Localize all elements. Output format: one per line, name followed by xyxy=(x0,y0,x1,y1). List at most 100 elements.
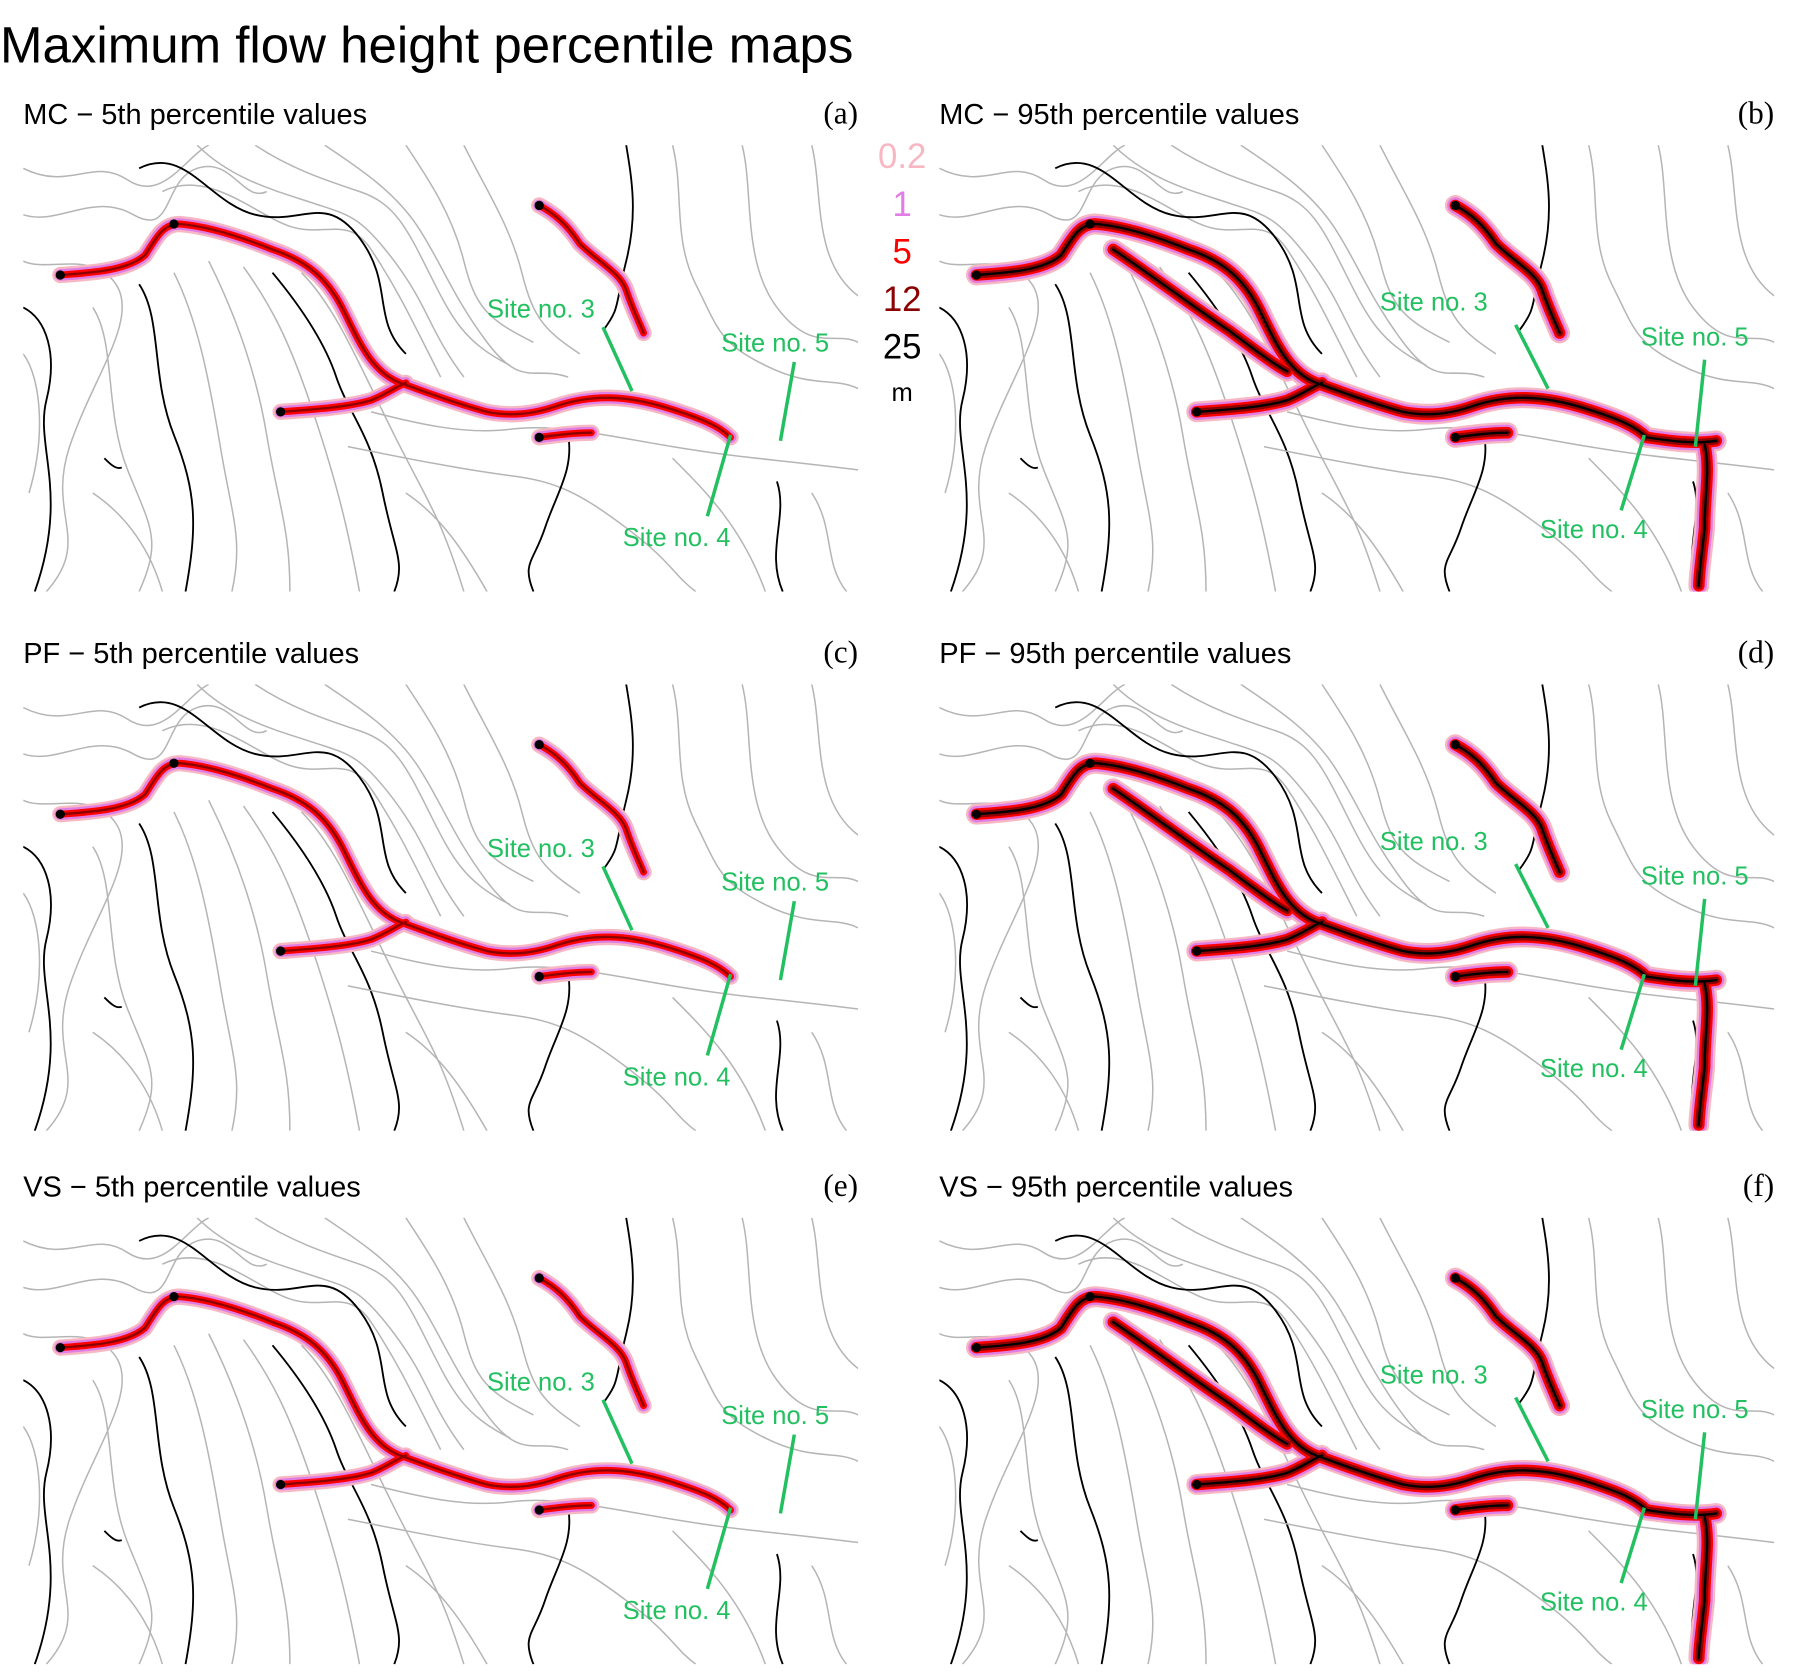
site-line xyxy=(705,1507,733,1590)
site-line xyxy=(601,1399,634,1465)
source-point xyxy=(275,407,286,417)
flow-path xyxy=(52,1288,739,1519)
flow-path xyxy=(1195,381,1324,414)
site-label: Site no. 5 xyxy=(721,1402,829,1430)
source-point xyxy=(971,270,982,280)
map-panel: VS − 5th percentile values (e) Site no. 3 S… xyxy=(23,1168,859,1665)
source-point xyxy=(1192,1479,1202,1490)
panels: MC − 5th percentile values (a) Site no. 3 S… xyxy=(23,95,1775,1665)
legend-value: 1 xyxy=(893,186,912,224)
source-point xyxy=(534,432,544,442)
flow-path xyxy=(52,755,739,985)
terrain xyxy=(939,1217,1775,1665)
legend-value: 12 xyxy=(883,281,922,319)
site-line xyxy=(778,361,797,442)
figure-title: Maximum flow height percentile maps xyxy=(0,16,853,73)
flow-path xyxy=(1697,982,1709,1127)
map xyxy=(939,1217,1775,1665)
source-point xyxy=(1450,740,1460,750)
map xyxy=(23,145,859,592)
site-label: Site no. 5 xyxy=(1641,324,1749,352)
flow-path xyxy=(279,1454,408,1486)
site-label: Site no. 3 xyxy=(1380,1361,1488,1389)
source-point xyxy=(1192,407,1202,417)
flow-path xyxy=(538,1276,645,1407)
flow-path xyxy=(975,1295,1648,1512)
panel-title: MC − 95th percentile values xyxy=(939,99,1299,131)
flow-path xyxy=(1112,1320,1289,1446)
source-point xyxy=(1450,432,1460,442)
site-line xyxy=(601,326,634,392)
terrain xyxy=(23,684,859,1131)
site-line xyxy=(778,900,797,981)
source-point xyxy=(169,219,179,229)
source-point xyxy=(971,809,982,819)
site-label: Site no. 5 xyxy=(1641,1396,1749,1424)
flow-path xyxy=(279,920,408,953)
site-label: Site no. 3 xyxy=(487,296,595,324)
flow-path xyxy=(1454,1276,1561,1407)
flow-path xyxy=(975,222,1648,439)
flow-path xyxy=(968,1288,1655,1519)
source-point xyxy=(534,740,544,750)
site-label: Site no. 3 xyxy=(1380,828,1488,856)
source-point xyxy=(1450,200,1460,211)
site-label: Site no. 5 xyxy=(721,329,829,357)
flow-path xyxy=(1697,443,1709,587)
flow-path xyxy=(1454,743,1561,874)
terrain xyxy=(939,684,1775,1131)
flow-path xyxy=(1645,436,1718,444)
flow-path xyxy=(59,762,732,978)
flow-path xyxy=(1697,1515,1709,1660)
site-label: Site no. 3 xyxy=(487,1368,595,1396)
flow-path xyxy=(538,204,645,335)
source-point xyxy=(55,1343,65,1353)
flow-path xyxy=(59,1295,732,1512)
map-panel: MC − 5th percentile values (a) Site no. 3 S… xyxy=(23,95,859,592)
source-point xyxy=(971,1343,982,1353)
site-line xyxy=(1693,898,1707,987)
site-label: Site no. 4 xyxy=(623,1597,731,1625)
source-point xyxy=(1085,1291,1095,1302)
flow-path xyxy=(1112,248,1289,373)
site-line xyxy=(1619,434,1646,511)
flow-path xyxy=(1645,975,1718,983)
flow-path xyxy=(1195,1454,1324,1486)
source-point xyxy=(534,1505,544,1515)
legend-value: 0.2 xyxy=(878,138,926,176)
site-line xyxy=(1619,973,1646,1051)
site-line xyxy=(601,865,634,931)
site-line xyxy=(705,434,733,517)
panel-title: PF − 5th percentile values xyxy=(23,638,359,670)
panel-letter: (b) xyxy=(1738,95,1775,130)
flow-path xyxy=(1645,1508,1718,1517)
map xyxy=(939,145,1775,592)
terrain xyxy=(23,1217,859,1665)
flow-path xyxy=(279,381,408,414)
flow-path xyxy=(1454,204,1561,335)
map xyxy=(23,1217,859,1665)
site-label: Site no. 5 xyxy=(1641,863,1749,891)
site-line xyxy=(1514,863,1550,929)
source-point xyxy=(1085,219,1095,229)
flow-path xyxy=(52,215,739,446)
panel-title: VS − 5th percentile values xyxy=(23,1171,361,1203)
flow-path xyxy=(59,222,732,439)
legend: 0.2 1 5 12 25 m xyxy=(878,138,926,407)
source-point xyxy=(275,946,286,956)
source-point xyxy=(55,270,65,280)
source-point xyxy=(1450,1505,1460,1515)
flow-path xyxy=(538,743,645,874)
site-label: Site no. 4 xyxy=(623,524,731,552)
panel-title: PF − 95th percentile values xyxy=(939,638,1291,670)
map xyxy=(939,684,1775,1131)
map xyxy=(23,684,859,1131)
site-line xyxy=(1693,359,1707,447)
panel-title: MC − 5th percentile values xyxy=(23,99,367,131)
site-label: Site no. 4 xyxy=(1540,1055,1648,1083)
terrain xyxy=(23,145,859,592)
source-point xyxy=(534,1273,544,1283)
panel-letter: (c) xyxy=(823,635,858,670)
